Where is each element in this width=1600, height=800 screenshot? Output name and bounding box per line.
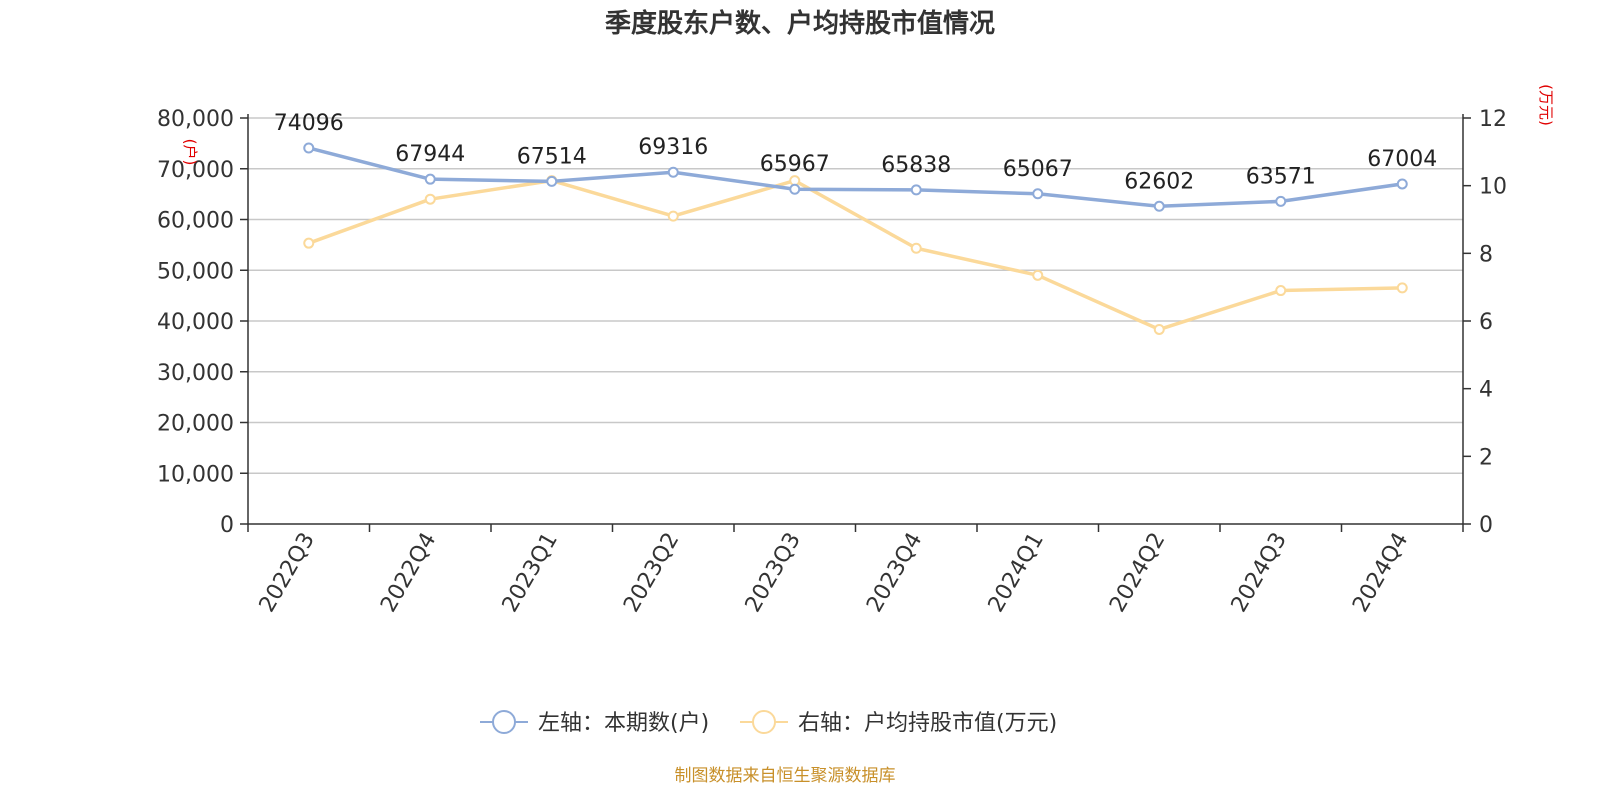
x-tick-label: 2024Q4	[1348, 529, 1413, 617]
data-label: 67944	[395, 142, 465, 167]
data-point	[1275, 195, 1287, 207]
data-point	[1032, 188, 1044, 200]
legend: 左轴：本期数(户) 右轴：户均持股市值(万元)	[480, 710, 1057, 736]
x-tick-label: 2022Q4	[376, 529, 441, 617]
right-tick-label: 8	[1479, 242, 1493, 267]
x-axis-ticks: 2022Q3 2022Q4 2023Q1 2023Q2 2023Q3 2023Q4 2024…	[247, 524, 1464, 617]
data-label: 69316	[638, 135, 708, 160]
data-label: 65067	[1003, 157, 1073, 182]
x-tick-label: 2024Q3	[1227, 529, 1292, 617]
left-tick-label: 50,000	[157, 259, 234, 284]
series-avg-holding-value	[303, 175, 1408, 335]
right-tick-label: 2	[1479, 445, 1493, 470]
data-point	[1275, 285, 1287, 297]
data-point	[1396, 178, 1408, 190]
data-point	[1396, 282, 1408, 294]
data-label: 63571	[1246, 164, 1316, 189]
right-tick-label: 0	[1479, 513, 1493, 538]
right-tick-label: 10	[1479, 175, 1507, 200]
data-label: 65838	[881, 153, 951, 178]
legend-marker	[752, 710, 776, 734]
data-point	[789, 183, 801, 195]
right-axis-ticks: 0 2 4 6 8 10 12	[1463, 107, 1507, 538]
data-point	[546, 175, 558, 187]
data-point	[1153, 323, 1165, 335]
left-tick-label: 80,000	[157, 107, 234, 132]
data-labels: 74096 67944 67514 69316 65967 65838 65067 62602…	[274, 111, 1438, 194]
left-tick-label: 20,000	[157, 412, 234, 437]
data-label: 67514	[517, 144, 587, 169]
x-tick-label: 2023Q2	[619, 529, 684, 617]
series-shareholder-count	[303, 142, 1408, 212]
data-source: 制图数据来自恒生聚源数据库	[675, 766, 896, 786]
left-axis-ticks: 0 10,000 20,000 30,000 40,000 50,000 60,000 70,…	[157, 107, 248, 538]
right-tick-label: 6	[1479, 310, 1493, 335]
data-point	[303, 142, 315, 154]
grid-lines	[248, 117, 1463, 474]
data-point	[1032, 269, 1044, 281]
right-axis-unit: (万元)	[1537, 84, 1555, 126]
x-tick-label: 2022Q3	[255, 529, 320, 617]
x-tick-label: 2024Q1	[984, 529, 1049, 617]
data-label: 62602	[1124, 169, 1194, 194]
left-axis-unit: (户)	[181, 139, 199, 166]
left-tick-label: 40,000	[157, 310, 234, 335]
series-line	[307, 146, 1404, 209]
data-label: 67004	[1367, 147, 1437, 172]
data-point	[667, 210, 679, 222]
right-tick-label: 4	[1479, 378, 1493, 403]
data-point	[910, 242, 922, 254]
data-point	[424, 173, 436, 185]
legend-marker	[492, 710, 516, 734]
x-tick-label: 2024Q2	[1105, 529, 1170, 617]
left-tick-label: 70,000	[157, 158, 234, 183]
x-tick-label: 2023Q1	[498, 529, 563, 617]
left-tick-label: 60,000	[157, 209, 234, 234]
x-tick-label: 2023Q4	[862, 529, 927, 617]
data-label: 74096	[274, 111, 344, 136]
series-layer	[303, 142, 1408, 335]
data-point	[424, 193, 436, 205]
left-tick-label: 30,000	[157, 361, 234, 386]
left-tick-label: 0	[220, 513, 234, 538]
series-line	[307, 178, 1404, 332]
legend-label: 右轴：户均持股市值(万元)	[798, 711, 1057, 736]
legend-item: 左轴：本期数(户)	[480, 710, 709, 736]
chart-title: 季度股东户数、户均持股市值情况	[605, 8, 995, 39]
data-point	[667, 166, 679, 178]
legend-label: 左轴：本期数(户)	[538, 711, 709, 736]
data-point	[1153, 200, 1165, 212]
legend-item: 右轴：户均持股市值(万元)	[740, 710, 1057, 736]
data-point	[303, 237, 315, 249]
left-tick-label: 10,000	[157, 462, 234, 487]
data-point	[910, 184, 922, 196]
x-tick-label: 2023Q3	[741, 529, 806, 617]
right-tick-label: 12	[1479, 107, 1507, 132]
data-label: 65967	[760, 152, 830, 177]
